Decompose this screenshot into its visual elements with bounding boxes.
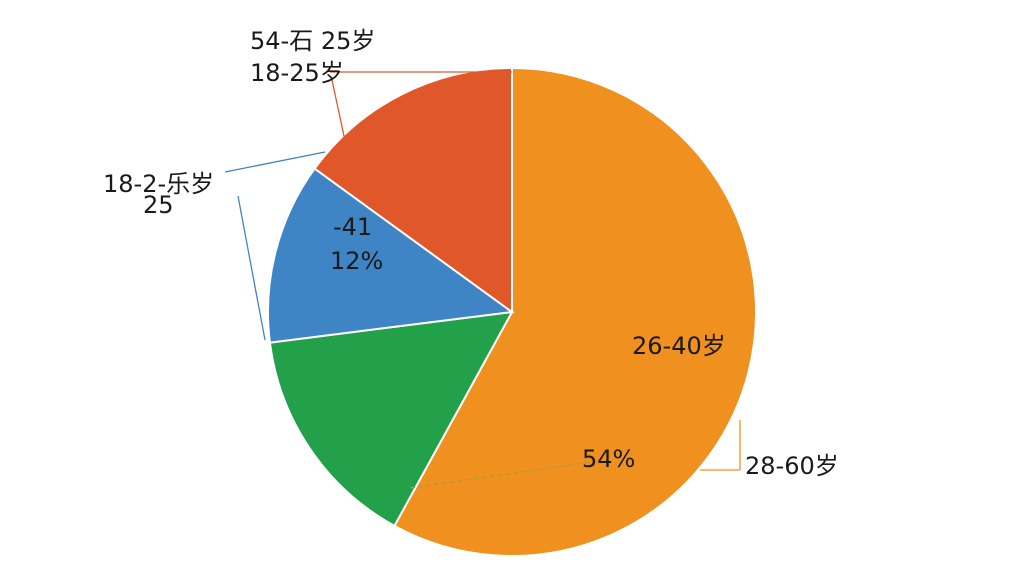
slice-label: 18-2-乐岁 bbox=[103, 170, 214, 198]
slice-label: 26-40岁 bbox=[632, 332, 726, 360]
leader-line bbox=[409, 461, 591, 489]
leader-line bbox=[237, 195, 266, 341]
annotation: 54% bbox=[582, 445, 635, 473]
pie-slice bbox=[268, 310, 514, 528]
pie-slice bbox=[267, 167, 515, 344]
pie-slice bbox=[313, 66, 513, 314]
annotation: 54-石 25岁 bbox=[250, 27, 375, 55]
pie-slice bbox=[393, 66, 757, 557]
leader-line bbox=[224, 151, 326, 173]
slice-label: 18-25岁 bbox=[250, 59, 344, 87]
value-label: 12% bbox=[330, 247, 383, 275]
annotation: -41 bbox=[333, 213, 372, 241]
annotation: 25 bbox=[143, 191, 174, 219]
leader-line bbox=[331, 79, 357, 193]
annotation: 28-60岁 bbox=[745, 452, 839, 480]
